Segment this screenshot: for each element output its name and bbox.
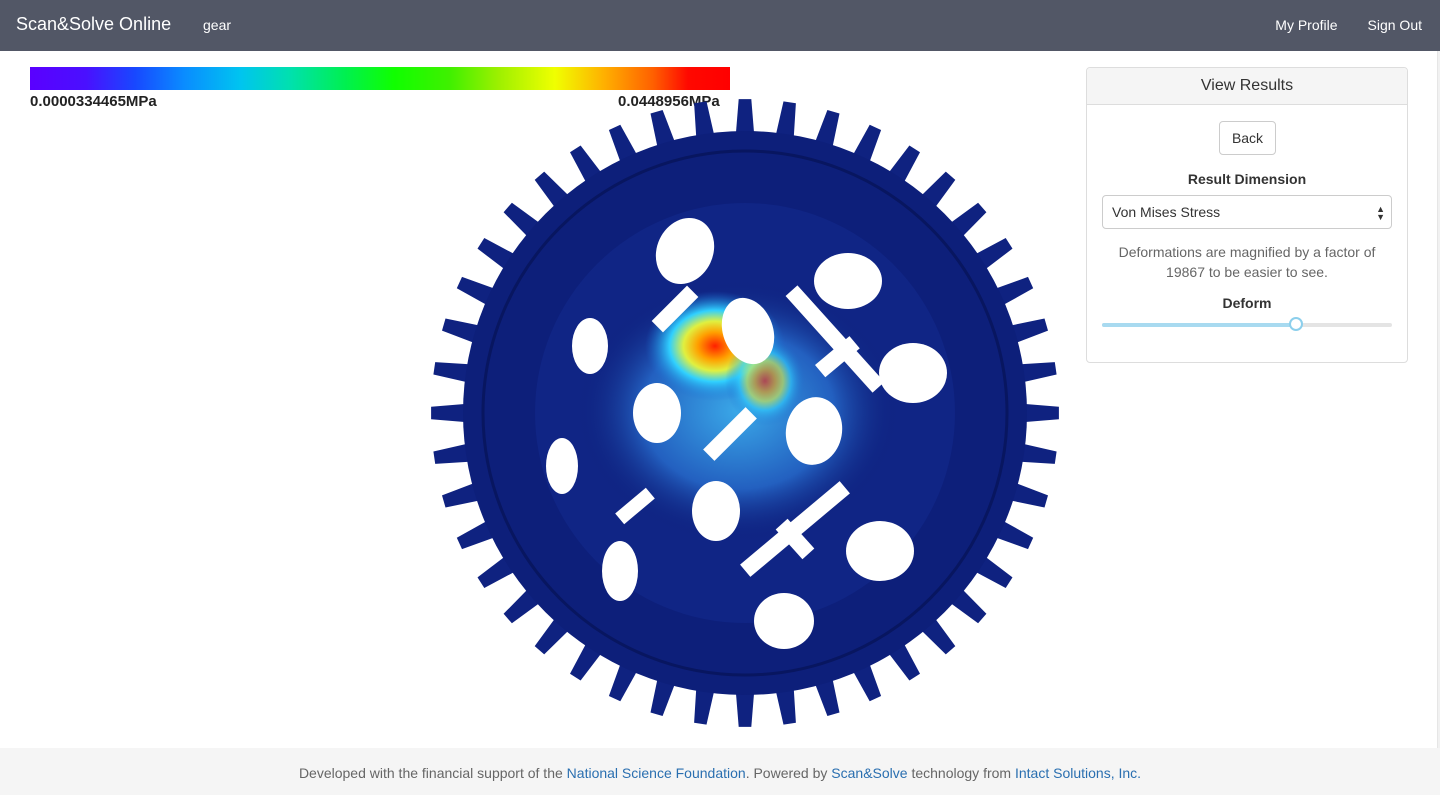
footer: Developed with the financial support of … [0, 748, 1440, 795]
gear-tooth [433, 362, 474, 383]
nav-links: My Profile Sign Out [1275, 17, 1422, 33]
gear-tooth [813, 675, 840, 716]
color-scale-min-label: 0.0000334465MPa [30, 93, 157, 110]
gear-tooth [650, 110, 677, 151]
gear-tooth [1020, 403, 1059, 423]
select-updown-icon: ▲ ▼ [1376, 204, 1385, 222]
gear-tooth [650, 675, 677, 716]
gear-tooth [775, 684, 796, 725]
top-navbar: Scan&Solve Online gear My Profile Sign O… [0, 0, 1440, 51]
back-button[interactable]: Back [1219, 121, 1276, 155]
gear-tooth [1007, 318, 1048, 345]
gear-tooth [1007, 481, 1048, 508]
color-scale-bar [30, 67, 730, 90]
footer-text-2: . Powered by [745, 765, 832, 781]
gear-model[interactable] [420, 81, 1070, 741]
scrollbar[interactable] [1437, 51, 1440, 748]
intact-solutions-link[interactable]: Intact Solutions, Inc. [1014, 765, 1142, 781]
gear-tooth [1016, 443, 1057, 464]
brand-logo[interactable]: Scan&Solve Online [16, 14, 172, 34]
result-dimension-value: Von Mises Stress [1112, 204, 1221, 220]
deform-label: Deform [1222, 295, 1272, 311]
gear-holes [546, 217, 947, 649]
gear-tooth [442, 481, 483, 508]
panel-title: View Results [1087, 68, 1407, 105]
deformation-note: Deformations are magnified by a factor o… [1118, 244, 1376, 280]
my-profile-link[interactable]: My Profile [1275, 17, 1338, 33]
result-dimension-select[interactable]: Von Mises Stress ▲ ▼ [1102, 195, 1392, 229]
project-name: gear [203, 17, 232, 33]
scan-solve-link[interactable]: Scan&Solve [831, 765, 908, 781]
deform-slider[interactable] [1102, 317, 1392, 331]
gear-rim-line [481, 149, 1009, 677]
gear-cross-slots [615, 285, 885, 577]
view-results-panel: View Results Back Result Dimension Von M… [1086, 67, 1408, 363]
sign-out-link[interactable]: Sign Out [1367, 17, 1422, 33]
deform-slider-fill [1102, 323, 1297, 327]
nsf-link[interactable]: National Science Foundation [566, 765, 746, 781]
3d-viewport[interactable]: 0.0000334465MPa 0.0448956MPa [0, 51, 1440, 748]
gear-tooth [1016, 362, 1057, 383]
gear-tooth [694, 684, 715, 725]
gear-tooth [775, 101, 796, 142]
gear-tooth [813, 110, 840, 151]
gear-tooth [442, 318, 483, 345]
gear-tooth [694, 101, 715, 142]
gear-tooth [735, 99, 755, 138]
deform-slider-handle[interactable] [1289, 317, 1304, 331]
gear-tooth [431, 403, 470, 423]
gear-tooth [433, 443, 474, 464]
gear-tooth [735, 688, 755, 727]
footer-text-3: technology from [907, 765, 1015, 781]
footer-text-1: Developed with the financial support of … [298, 765, 567, 781]
result-dimension-label: Result Dimension [1187, 171, 1307, 187]
